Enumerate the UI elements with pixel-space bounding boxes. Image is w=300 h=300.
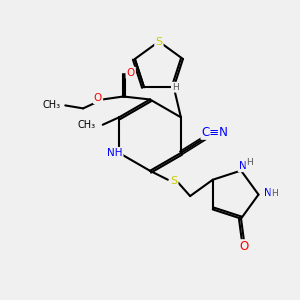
Text: CH₃: CH₃ [43, 100, 61, 110]
Text: N: N [264, 188, 272, 198]
Text: N: N [238, 161, 246, 171]
Text: H: H [247, 158, 253, 167]
Text: S: S [170, 176, 177, 186]
Text: S: S [155, 37, 163, 46]
Text: O: O [239, 240, 249, 253]
Text: C≡N: C≡N [202, 126, 229, 139]
Text: H: H [172, 83, 178, 92]
Text: CH₃: CH₃ [77, 120, 95, 130]
Text: O: O [127, 68, 135, 78]
Text: H: H [272, 189, 278, 198]
Text: NH: NH [107, 148, 122, 158]
Text: O: O [94, 93, 102, 103]
